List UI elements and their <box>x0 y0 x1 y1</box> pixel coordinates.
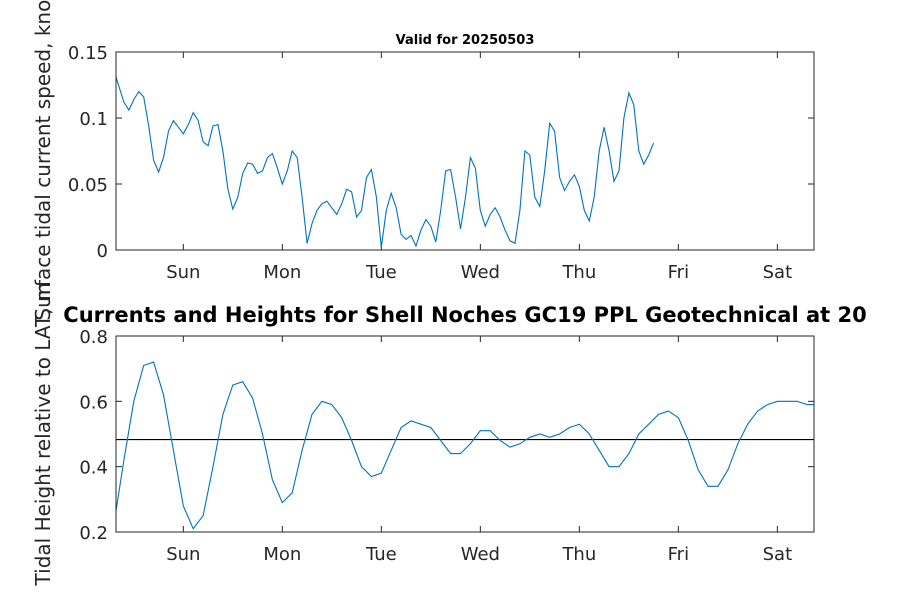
current-speed-y-tick-label: 0 <box>97 241 108 262</box>
current-speed-x-tick-label: Tue <box>365 262 397 283</box>
current-speed-chart-title: Valid for 20250503 <box>396 33 535 48</box>
tidal-height-plot-frame <box>115 335 815 533</box>
current-speed-x-tick-label: Thu <box>561 262 596 283</box>
current-speed-plot-frame <box>115 51 815 251</box>
current-speed-y-axis-label: Surface tidal current speed, knots <box>31 0 55 321</box>
current-speed-y-tick-label: 0.15 <box>68 43 108 64</box>
tidal-height-ticks: 0.2 0.4 0.6 0.8 Sun Mon Tue Wed Thu Fri Sat <box>79 327 814 565</box>
current-speed-x-tick-label: Fri <box>668 262 689 283</box>
tidal-height-series-line <box>115 361 814 530</box>
tidal-height-x-tick-label: Wed <box>461 544 500 565</box>
tidal-height-x-tick-label: Sun <box>166 544 200 565</box>
current-speed-x-tick-label: Wed <box>461 262 500 283</box>
tidal-height-y-tick-label: 0.6 <box>79 392 108 413</box>
tidal-height-y-tick-label: 0.8 <box>79 327 108 348</box>
current-speed-chart: Valid for 20250503 Surface tidal current… <box>31 0 815 321</box>
current-speed-y-tick-label: 0.05 <box>68 175 108 196</box>
current-speed-y-tick-label: 0.1 <box>79 109 108 130</box>
current-speed-x-tick-label: Sun <box>166 262 200 283</box>
tidal-height-x-tick-label: Sat <box>763 544 793 565</box>
tidal-height-chart: Currents and Heights for Shell Noches GC… <box>31 283 867 587</box>
tidal-height-x-tick-label: Mon <box>263 544 301 565</box>
tidal-height-chart-title: Currents and Heights for Shell Noches GC… <box>63 303 866 327</box>
tidal-height-y-axis-label: Tidal Height relative to LAT, m <box>31 283 55 587</box>
tidal-height-x-tick-label: Thu <box>561 544 596 565</box>
current-speed-x-tick-label: Sat <box>763 262 793 283</box>
current-speed-series-line <box>115 76 655 248</box>
tidal-height-y-tick-label: 0.2 <box>79 523 108 544</box>
tidal-height-y-tick-label: 0.4 <box>79 458 108 479</box>
tidal-height-x-tick-label: Tue <box>365 544 397 565</box>
current-speed-ticks: 0 0.05 0.1 0.15 Sun Mon Tue Wed Thu Fri Sat <box>68 43 814 283</box>
current-speed-x-tick-label: Mon <box>263 262 301 283</box>
tidal-height-x-tick-label: Fri <box>668 544 689 565</box>
